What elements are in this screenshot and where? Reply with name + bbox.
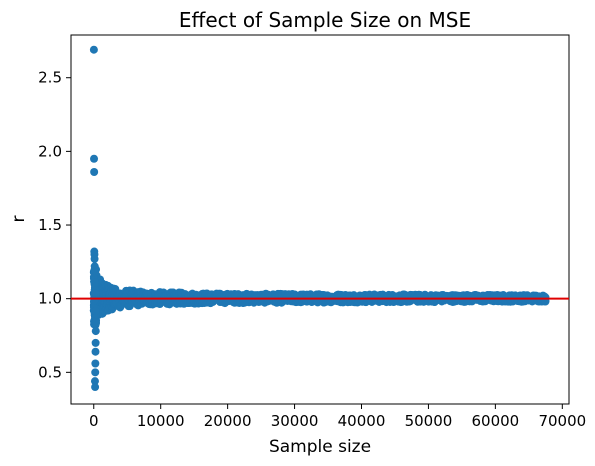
x-tick-label: 60000: [472, 412, 520, 430]
x-axis-ticks: 0 10000 20000 30000 40000 50000 60000 70000: [89, 404, 586, 430]
x-tick-label: 50000: [405, 412, 453, 430]
data-point: [91, 338, 100, 347]
data-point: [91, 383, 100, 392]
x-tick-label: 40000: [338, 412, 386, 430]
x-axis-label: Sample size: [269, 437, 371, 457]
data-point: [91, 306, 100, 315]
data-point: [90, 262, 99, 271]
data-point: [90, 268, 99, 277]
y-tick-label: 1.5: [38, 216, 62, 234]
data-point: [90, 377, 99, 386]
data-point: [91, 368, 100, 377]
y-tick-label: 1.0: [38, 290, 62, 308]
data-point: [90, 296, 99, 305]
data-point: [91, 359, 100, 368]
y-tick-label: 0.5: [38, 363, 62, 381]
data-point: [91, 318, 100, 327]
plot-area-frame: [70, 34, 570, 405]
x-tick-label: 0: [89, 412, 99, 430]
x-tick-label: 20000: [204, 412, 252, 430]
data-point: [90, 278, 99, 287]
data-point: [90, 254, 99, 263]
y-tick-label: 2.5: [38, 69, 62, 87]
data-point: [89, 45, 98, 54]
data-point: [541, 293, 550, 302]
data-point: [90, 154, 99, 163]
data-point: [90, 167, 99, 176]
y-tick-label: 2.0: [38, 142, 62, 160]
chart-title: Effect of Sample Size on MSE: [179, 8, 471, 32]
x-tick-label: 30000: [271, 412, 319, 430]
x-tick-label: 70000: [538, 412, 586, 430]
data-point: [91, 289, 100, 298]
scatter-points: [89, 45, 550, 392]
y-axis-ticks: 0.5 1.0 1.5 2.0 2.5: [38, 69, 71, 381]
y-axis-label: r: [9, 216, 29, 223]
x-tick-label: 10000: [137, 412, 185, 430]
data-point: [91, 347, 100, 356]
data-point: [91, 327, 100, 336]
